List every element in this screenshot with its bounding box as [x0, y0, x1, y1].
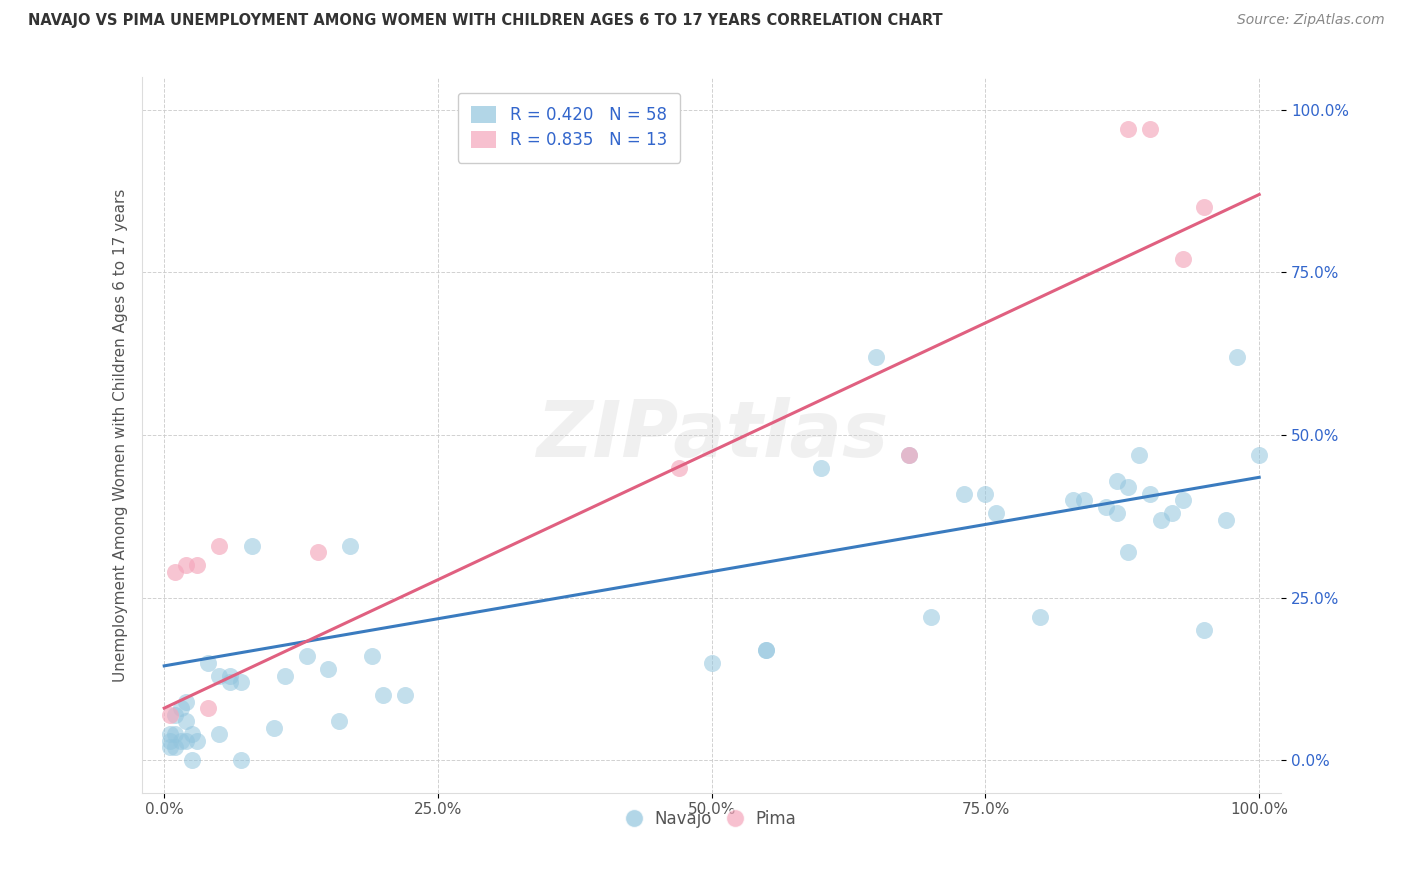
Point	[165, 740, 187, 755]
Point	[229, 753, 252, 767]
Point	[180, 727, 202, 741]
Point	[208, 539, 231, 553]
Point	[197, 656, 219, 670]
Point	[219, 668, 242, 682]
Point	[986, 506, 1008, 520]
Point	[208, 668, 231, 682]
Point	[1149, 512, 1171, 526]
Point	[229, 675, 252, 690]
Point	[165, 707, 187, 722]
Point	[186, 558, 208, 573]
Legend: Navajo, Pima: Navajo, Pima	[621, 803, 803, 834]
Point	[920, 610, 942, 624]
Point	[952, 486, 974, 500]
Point	[1194, 201, 1216, 215]
Point	[174, 714, 197, 728]
Point	[174, 733, 197, 747]
Point	[180, 753, 202, 767]
Point	[394, 688, 416, 702]
Point	[159, 733, 181, 747]
Point	[1116, 122, 1139, 136]
Point	[273, 668, 295, 682]
Point	[897, 448, 920, 462]
Point	[865, 350, 887, 364]
Text: ZIPatlas: ZIPatlas	[536, 397, 887, 473]
Point	[169, 733, 191, 747]
Point	[755, 642, 778, 657]
Point	[263, 721, 285, 735]
Point	[361, 649, 384, 664]
Point	[1139, 122, 1161, 136]
Point	[700, 656, 723, 670]
Text: NAVAJO VS PIMA UNEMPLOYMENT AMONG WOMEN WITH CHILDREN AGES 6 TO 17 YEARS CORRELA: NAVAJO VS PIMA UNEMPLOYMENT AMONG WOMEN …	[28, 13, 943, 29]
Point	[159, 740, 181, 755]
Text: Source: ZipAtlas.com: Source: ZipAtlas.com	[1237, 13, 1385, 28]
Point	[1062, 493, 1084, 508]
Point	[208, 727, 231, 741]
Point	[897, 448, 920, 462]
Point	[240, 539, 263, 553]
Point	[1171, 493, 1194, 508]
Point	[1095, 500, 1118, 514]
Point	[810, 460, 832, 475]
Point	[668, 460, 690, 475]
Point	[1105, 474, 1128, 488]
Point	[755, 642, 778, 657]
Point	[1194, 623, 1216, 637]
Point	[1128, 448, 1150, 462]
Point	[1226, 350, 1249, 364]
Point	[159, 707, 181, 722]
Point	[307, 545, 329, 559]
Point	[339, 539, 361, 553]
Point	[1116, 545, 1139, 559]
Point	[169, 701, 191, 715]
Point	[328, 714, 350, 728]
Point	[1249, 448, 1271, 462]
Point	[373, 688, 395, 702]
Point	[159, 727, 181, 741]
Point	[219, 675, 242, 690]
Point	[165, 565, 187, 579]
Point	[197, 701, 219, 715]
Point	[1029, 610, 1052, 624]
Point	[174, 695, 197, 709]
Y-axis label: Unemployment Among Women with Children Ages 6 to 17 years: Unemployment Among Women with Children A…	[114, 188, 128, 681]
Point	[318, 662, 340, 676]
Point	[1073, 493, 1095, 508]
Point	[1215, 512, 1237, 526]
Point	[186, 733, 208, 747]
Point	[1116, 480, 1139, 494]
Point	[974, 486, 997, 500]
Point	[174, 558, 197, 573]
Point	[295, 649, 318, 664]
Point	[1171, 252, 1194, 267]
Point	[1105, 506, 1128, 520]
Point	[165, 727, 187, 741]
Point	[1160, 506, 1182, 520]
Point	[1139, 486, 1161, 500]
